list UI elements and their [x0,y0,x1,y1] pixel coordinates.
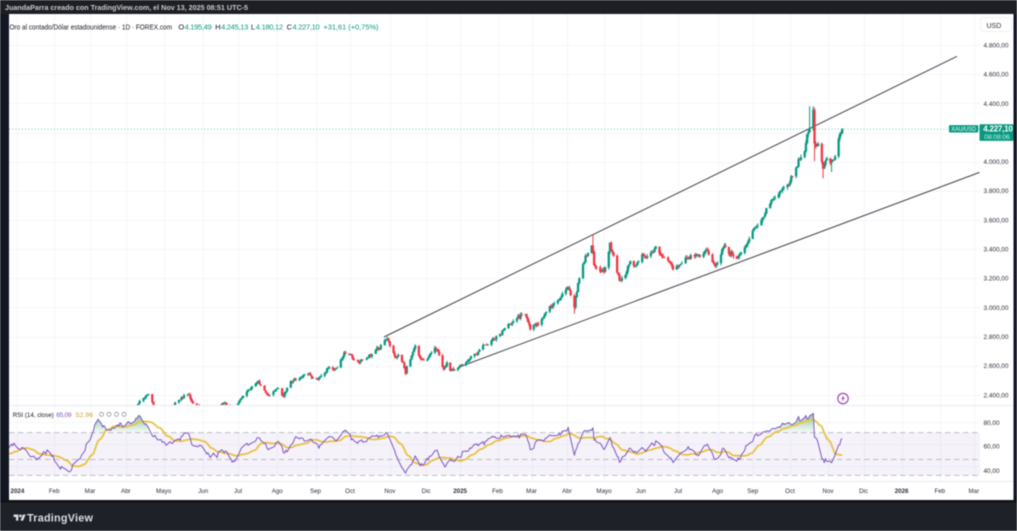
svg-text:Dic: Dic [859,488,868,495]
svg-text:Jun: Jun [198,488,209,495]
svg-text:3.600,00: 3.600,00 [984,217,1009,224]
svg-text:2025: 2025 [453,488,467,495]
svg-text:Jul: Jul [234,488,242,495]
svg-text:4.600,00: 4.600,00 [984,72,1009,79]
svg-text:Jun: Jun [636,488,647,495]
svg-text:L: L [251,22,255,31]
svg-text:80,00: 80,00 [984,420,1000,427]
svg-text:3.200,00: 3.200,00 [984,276,1009,283]
svg-text:3.000,00: 3.000,00 [984,305,1009,312]
svg-text:3.400,00: 3.400,00 [984,247,1009,254]
svg-text:60,00: 60,00 [984,443,1000,450]
svg-text:3.800,00: 3.800,00 [984,188,1009,195]
svg-text:Dic: Dic [422,488,431,495]
svg-text:Sep: Sep [310,488,322,495]
svg-text:52,96: 52,96 [76,412,94,419]
svg-text:2024: 2024 [11,488,25,495]
svg-text:Jul: Jul [674,488,682,495]
svg-text:4.245,13: 4.245,13 [221,22,248,31]
svg-text:2.600,00: 2.600,00 [984,363,1009,370]
svg-text:4.800,00: 4.800,00 [984,43,1009,50]
svg-text:O: O [178,22,184,31]
svg-text:Ago: Ago [712,488,724,495]
svg-text:Feb: Feb [492,488,503,495]
svg-text:4.195,49: 4.195,49 [185,22,212,31]
svg-text:Sep: Sep [747,488,759,495]
svg-text:Feb: Feb [49,488,60,495]
svg-text:TradingView: TradingView [27,512,94,524]
svg-text:4.227,10: 4.227,10 [293,22,320,31]
svg-text:USD: USD [987,23,1002,30]
svg-text:2.400,00: 2.400,00 [984,392,1009,399]
svg-text:Abr: Abr [121,488,131,495]
svg-text:40,00: 40,00 [984,468,1000,475]
svg-text:08:08:06: 08:08:06 [984,134,1010,141]
svg-text:Mayo: Mayo [156,488,172,495]
svg-text:H: H [215,22,220,31]
svg-text:Ago: Ago [272,488,284,495]
svg-text:XAU/USD: XAU/USD [951,126,976,133]
svg-text:Mar: Mar [85,488,96,495]
svg-text:4.000,00: 4.000,00 [984,159,1009,166]
svg-text:C: C [287,22,293,31]
svg-text:4.400,00: 4.400,00 [984,101,1009,108]
svg-text:Nov: Nov [822,488,834,495]
svg-text:2026: 2026 [895,488,909,495]
svg-text:2.800,00: 2.800,00 [984,334,1009,341]
svg-text:Oct: Oct [345,488,355,495]
svg-text:+31,61 (+0,75%): +31,61 (+0,75%) [323,22,379,31]
svg-text:Abr: Abr [562,488,572,495]
svg-text:RSI (14, close): RSI (14, close) [13,412,54,419]
svg-text:Oct: Oct [785,488,795,495]
svg-text:Feb: Feb [934,488,945,495]
svg-text:Oro al contado/Dólar estadouni: Oro al contado/Dólar estadounidense · 1D… [10,22,173,31]
svg-text:Mar: Mar [526,488,537,495]
svg-text:Mar: Mar [968,488,979,495]
svg-text:JuandaParra creado con Trading: JuandaParra creado con TradingView.com, … [5,5,248,12]
svg-text:Nov: Nov [384,488,396,495]
svg-text:65,09: 65,09 [56,412,72,419]
svg-text:Mayo: Mayo [596,488,612,495]
svg-text:4.227,10: 4.227,10 [983,125,1013,134]
svg-text:4.180,12: 4.180,12 [256,22,283,31]
